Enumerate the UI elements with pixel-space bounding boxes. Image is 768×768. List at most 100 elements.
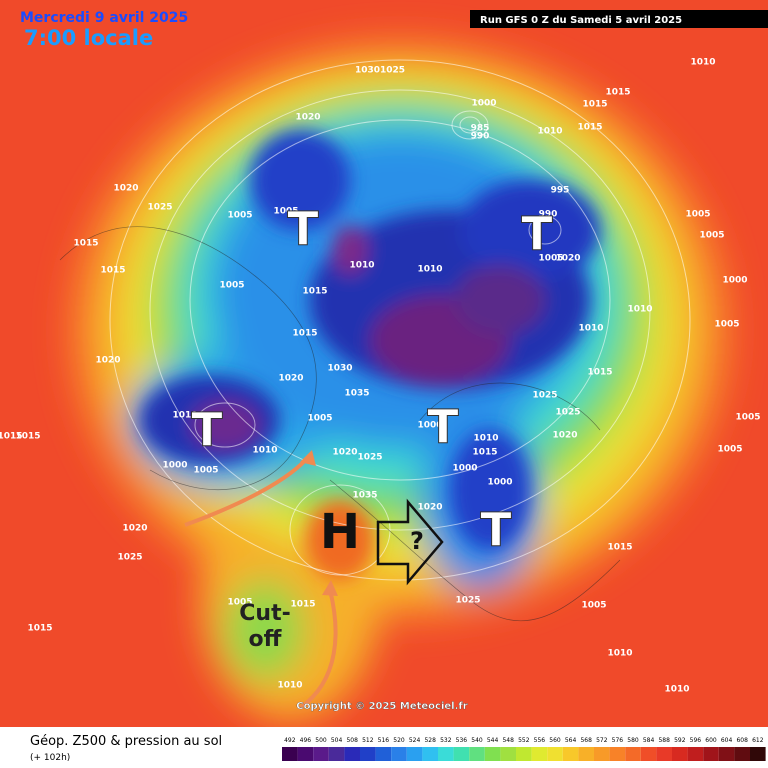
pressure-label: 1015: [587, 368, 612, 378]
colorbar-cell: [282, 747, 298, 761]
colorbar-label: 524: [409, 737, 421, 744]
colorbar-label: 576: [612, 737, 624, 744]
pressure-label: 1015: [582, 100, 607, 110]
colorbar-label: 504: [331, 737, 343, 744]
colorbar-label: 604: [721, 737, 733, 744]
field: [0, 0, 768, 727]
flow-arrow: [298, 589, 338, 710]
colorbar-label: 612: [752, 737, 764, 744]
legend-subtitle: (+ 102h): [30, 753, 70, 763]
trough-label: T: [191, 403, 223, 457]
date: Mercredi 9 avril 2025: [20, 10, 188, 26]
pressure-label: 1015: [605, 88, 630, 98]
pressure-label: 990: [539, 210, 558, 220]
colorbar-label: 536: [456, 737, 468, 744]
colorbar-cell: [640, 747, 657, 761]
pressure-label: 995: [551, 186, 570, 196]
high-label: H: [320, 504, 360, 560]
pressure-label: 1010: [417, 265, 442, 275]
colorbar-cell: [297, 747, 314, 761]
copyright: Copyright © 2025 Meteociel.fr: [296, 701, 467, 712]
pressure-label: 1000: [162, 461, 187, 471]
pressure-label: 1015: [0, 432, 23, 442]
colorbar-cell: [344, 747, 360, 761]
colorbar-label: 496: [300, 737, 312, 744]
colorbar-label: 572: [596, 737, 608, 744]
pressure-label: 1015: [290, 600, 315, 610]
colorbar: 492 496 500 504 508 512 516 520 524 528 532 536 540 5…: [282, 737, 766, 761]
pressure-label: 1005: [273, 207, 298, 217]
colorbar-label: 560: [549, 737, 561, 744]
pressure-label: 1010: [252, 446, 277, 456]
colorbar-label: 520: [393, 737, 405, 744]
flow-arrow: [184, 453, 312, 527]
colorbar-label: 600: [705, 737, 717, 744]
pressure-label: 1025: [532, 391, 557, 401]
pressure-label: 1010: [473, 434, 498, 444]
colorbar-label: 500: [315, 737, 327, 744]
pressure-label: 1025: [357, 453, 382, 463]
colorbar-cell: [594, 747, 610, 761]
colorbar-cell: [672, 747, 688, 761]
pressure-label: 1020: [95, 356, 120, 366]
colorbar-label: 596: [690, 737, 702, 744]
colorbar-label: 564: [565, 737, 577, 744]
colorbar-cell: [391, 747, 407, 761]
colorbar-label: 528: [424, 737, 436, 744]
cutoff-line: Cut-: [239, 601, 290, 626]
colorbar-cell: [625, 747, 641, 761]
colorbar-label: 580: [627, 737, 639, 744]
pressure-label: 1015: [472, 448, 497, 458]
pressure-label: 1005: [581, 601, 606, 611]
colorbar-cell: [516, 747, 532, 761]
pressure-label: 1020: [122, 524, 147, 534]
pressure-label: 1005: [227, 598, 252, 608]
pressure-label: 1015: [302, 287, 327, 297]
pressure-label: 1020: [295, 113, 320, 123]
pressure-label: 1005: [714, 320, 739, 330]
pressure-label: 1015: [27, 624, 52, 634]
pressure-label: 1020: [417, 503, 442, 513]
legend-title: Géop. Z500 & pression au sol: [30, 734, 222, 749]
pressure-label: 1005: [735, 413, 760, 423]
run-box: [470, 10, 768, 28]
pressure-label: 1020: [113, 184, 138, 194]
pressure-label: 1020: [278, 374, 303, 384]
pressure-label: 1000: [452, 464, 477, 474]
pressure-label: 1010: [690, 58, 715, 68]
colorbar-cell: [687, 747, 704, 761]
pressure-label: 1005: [227, 211, 252, 221]
pressure-label: 1030: [327, 364, 352, 374]
pressure-label: 1010: [277, 681, 302, 691]
pressure-label: 1020: [552, 431, 577, 441]
pressure-label: 1005: [307, 414, 332, 424]
colorbar-cell: [562, 747, 579, 761]
colorbar-cell: [360, 747, 376, 761]
pressure-label: 1015: [607, 543, 632, 553]
cutoff-label: Cut-off: [239, 601, 290, 652]
question-mark: ?: [410, 527, 424, 555]
colorbar-cell: [438, 747, 454, 761]
pressure-label: 1035: [352, 491, 377, 501]
colorbar-cell: [453, 747, 470, 761]
colorbar-label: 544: [487, 737, 499, 744]
pressure-label: 1010: [607, 649, 632, 659]
cutoff-line: off: [249, 627, 283, 652]
colorbar-cell: [578, 747, 594, 761]
pressure-label: 1000: [487, 478, 512, 488]
pressure-label: 1025: [147, 203, 172, 213]
colorbar-label: 492: [284, 737, 296, 744]
colorbar-label: 552: [518, 737, 530, 744]
pressure-label: 1005: [717, 445, 742, 455]
colorbar-cell: [484, 747, 501, 761]
colorbar-cell: [734, 747, 750, 761]
colorbar-label: 508: [346, 737, 358, 744]
pressure-label: 1035: [344, 389, 369, 399]
colorbar-cell: [375, 747, 392, 761]
colorbar-cell: [531, 747, 548, 761]
trough-label: T: [427, 400, 459, 454]
trough-label: T: [287, 202, 319, 256]
colorbar-cell: [718, 747, 735, 761]
colorbar-cell: [469, 747, 485, 761]
